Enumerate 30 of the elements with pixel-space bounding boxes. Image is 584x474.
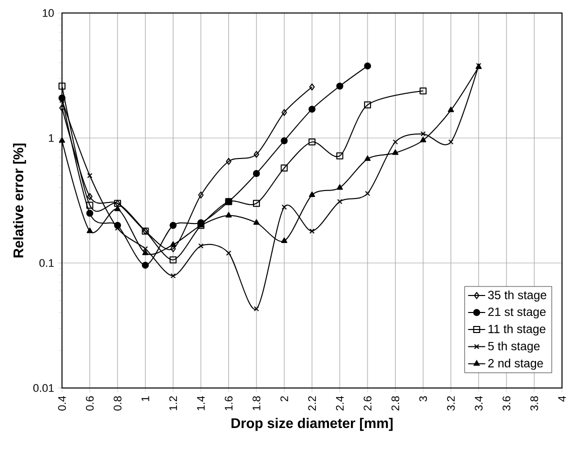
legend-label: 21 st stage [488,308,546,318]
x-tick-label: 1.4 [197,396,205,410]
x-tick-label: 1 [142,396,150,402]
legend-label: 2 nd stage [488,358,543,370]
legend-label: 5 th stage [488,342,540,353]
x-tick-label: 3.2 [447,396,455,411]
y-tick-label: 0.1 [39,259,54,267]
y-axis-title: Relative error [%] [13,144,26,258]
x-tick-label: 0.8 [114,396,122,411]
y-tick-label: 0.01 [33,384,54,392]
x-tick-label: 1.2 [169,396,177,410]
x-tick-label: 1.6 [224,396,233,410]
legend-label: 35 th stage [488,290,546,302]
x-tick-label: 3.6 [502,396,510,411]
y-tick-label: 1 [48,134,54,142]
x-tick-label: 2 [280,396,288,402]
x-tick-label: 2.6 [364,396,372,410]
x-tick-label: 0.4 [58,396,66,411]
x-tick-label: 3 [419,396,427,402]
x-tick-label: 4 [558,396,566,402]
legend-label: 11 th stage [488,324,546,336]
x-tick-label: 2.4 [336,396,344,410]
x-tick-label: 3.4 [474,396,483,411]
x-tick-label: 1.8 [252,396,260,410]
x-tick-label: 2.2 [308,396,316,410]
x-tick-label: 2.8 [391,396,400,410]
y-tick-label: 10 [42,9,54,17]
x-tick-label: 3.8 [530,396,538,411]
x-tick-label: 0.6 [86,396,94,411]
x-axis-title: Drop size diameter [mm] [232,418,393,431]
